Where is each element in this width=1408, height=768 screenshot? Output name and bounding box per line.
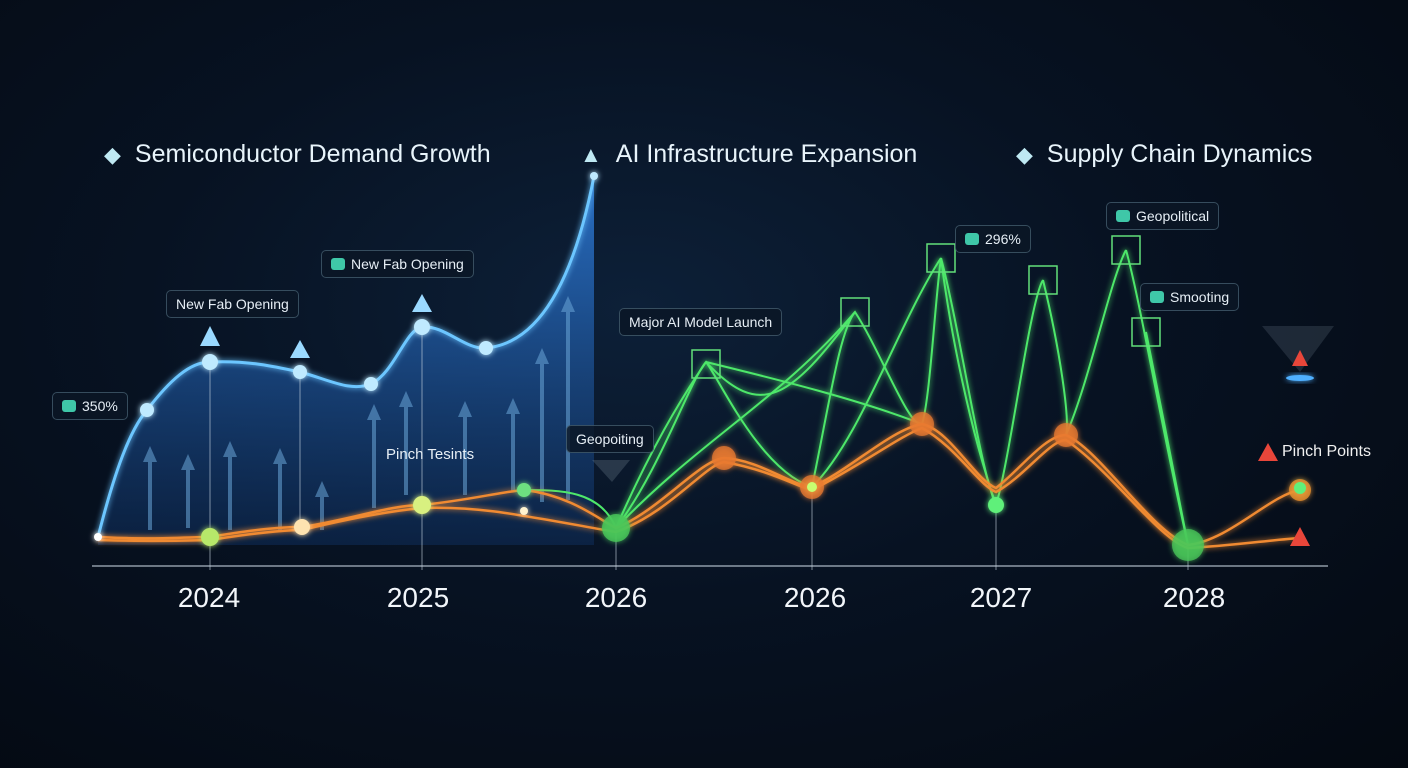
legend-item-demand: ◆ Semiconductor Demand Growth bbox=[104, 140, 491, 169]
callout-major-ai: Major AI Model Launch bbox=[619, 308, 783, 336]
legend-item-supply: ◆ Supply Chain Dynamics bbox=[1016, 140, 1312, 169]
ai-lines bbox=[615, 249, 1189, 546]
chip-icon bbox=[331, 258, 345, 270]
check-icon bbox=[1150, 291, 1164, 303]
warning-icon bbox=[1258, 443, 1278, 461]
callout-smooting: Smooting bbox=[1140, 283, 1240, 311]
warning-icon bbox=[1290, 527, 1310, 546]
callout-296: 296% bbox=[955, 225, 1031, 253]
demand-area bbox=[98, 176, 594, 545]
triangle-markers bbox=[200, 294, 432, 358]
cube-icons bbox=[691, 235, 1161, 379]
triangle-icon: ▲ bbox=[580, 141, 602, 167]
callout-new-fab-2: New Fab Opening bbox=[321, 250, 474, 278]
x-tick: 2026 bbox=[584, 582, 648, 613]
callout-350: 350% bbox=[52, 392, 128, 420]
x-tick: 2025 bbox=[386, 582, 450, 613]
chip-icon bbox=[1116, 210, 1130, 222]
x-tick: 2024 bbox=[177, 582, 241, 613]
callout-new-fab-1: New Fab Opening bbox=[166, 290, 299, 318]
warning-icon bbox=[1292, 350, 1308, 366]
chip-icon bbox=[62, 400, 76, 412]
growth-arrows bbox=[143, 296, 575, 530]
x-tick: 2026 bbox=[783, 582, 847, 613]
legend-label: Supply Chain Dynamics bbox=[1046, 140, 1313, 168]
supply-points bbox=[94, 412, 1311, 561]
diamond-icon: ◆ bbox=[104, 141, 121, 167]
x-tick: 2028 bbox=[1162, 582, 1226, 613]
callout-geopoiting: Geopoiting bbox=[566, 425, 654, 453]
label-pinch-points: Pinch Points bbox=[1258, 443, 1371, 461]
legend-label: Semiconductor Demand Growth bbox=[134, 140, 491, 168]
legend-item-ai: ▲ AI Infrastructure Expansion bbox=[580, 140, 917, 169]
demand-points bbox=[140, 172, 598, 417]
legend-label: AI Infrastructure Expansion bbox=[615, 140, 918, 168]
diamond-icon: ◆ bbox=[1016, 141, 1033, 167]
callout-geopolitical: Geopolitical bbox=[1106, 202, 1220, 230]
chip-icon bbox=[965, 233, 979, 245]
label-pinch-tesints: Pinch Tesints bbox=[386, 446, 475, 463]
x-tick: 2027 bbox=[969, 582, 1033, 613]
hologram-cone-icons bbox=[592, 326, 1334, 482]
